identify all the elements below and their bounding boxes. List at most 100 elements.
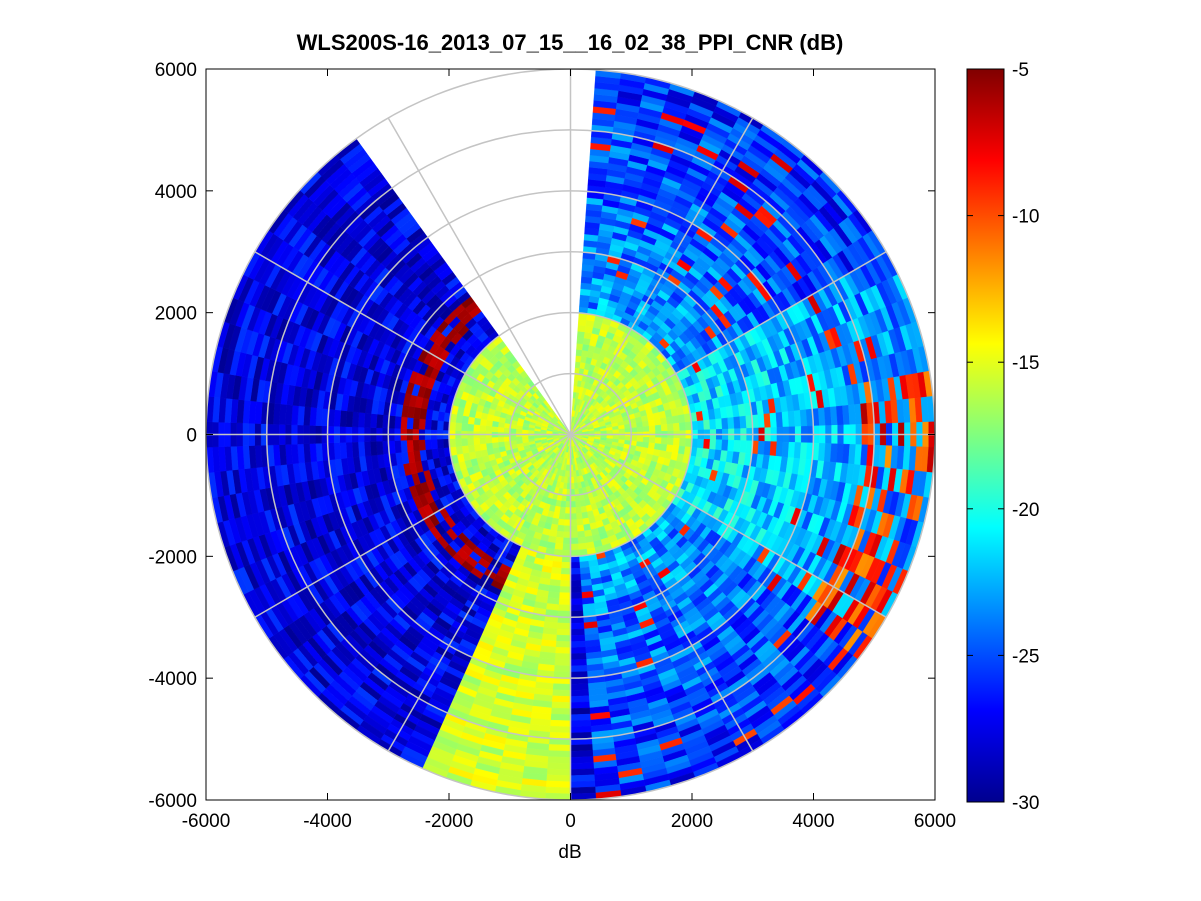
ppi-cell (406, 417, 414, 430)
ppi-cell (473, 437, 481, 445)
ppi-cell (577, 324, 586, 333)
ppi-cell (660, 424, 668, 432)
ppi-cell (424, 418, 432, 430)
ppi-cell (648, 437, 656, 444)
ppi-cell (606, 429, 614, 434)
ppi-cell (576, 518, 584, 526)
ppi-cell (546, 768, 571, 776)
y-tick-label: 0 (186, 426, 197, 447)
ppi-cell (473, 424, 481, 432)
ppi-cell (570, 689, 589, 697)
ppi-cell (412, 439, 420, 452)
ppi-cell (556, 622, 571, 630)
ppi-cell (579, 300, 590, 309)
ppi-cell (570, 622, 585, 630)
ppi-cell (552, 683, 571, 691)
ppi-cell (570, 634, 586, 642)
ppi-cell (570, 598, 583, 606)
ppi-cell (570, 525, 578, 533)
ppi-cell (546, 774, 571, 782)
ppi-cell (570, 640, 586, 648)
y-tick-label: -6000 (148, 791, 197, 812)
ppi-cell (577, 530, 586, 539)
ppi-cell (551, 560, 562, 569)
ppi-cell (570, 592, 583, 600)
ppi-cell (703, 438, 711, 450)
ppi-cell (491, 441, 499, 449)
ppi-cell (548, 744, 571, 752)
ppi-cell (570, 519, 578, 527)
y-tick-label: 6000 (155, 60, 197, 81)
ppi-cell (648, 425, 656, 432)
ppi-cell (769, 441, 778, 457)
ppi-cell (763, 413, 772, 428)
ppi-cell (363, 412, 372, 428)
ppi-cell (461, 422, 469, 432)
ppi-cell (574, 500, 581, 508)
x-tick-label: 4000 (792, 811, 834, 832)
colorbar-tick-label: -30 (1012, 793, 1039, 814)
ppi-cell (485, 425, 493, 432)
ppi-cell (369, 441, 378, 456)
ppi-cell (562, 537, 571, 545)
ppi-cell (545, 786, 571, 795)
y-tick-label: 2000 (155, 304, 197, 325)
ppi-cell (576, 343, 584, 351)
ppi-cell (564, 507, 571, 514)
ppi-cell (665, 416, 674, 425)
colorbar-tick-label: -10 (1012, 207, 1039, 228)
ppi-cell (721, 417, 729, 430)
ppi-cell (565, 501, 571, 508)
ppi-cell (577, 318, 587, 327)
ppi-cell (570, 513, 577, 520)
ppi-cell (570, 792, 597, 800)
ppi-cell (412, 417, 420, 430)
ppi-cell (562, 543, 571, 551)
ppi-cell (570, 580, 582, 587)
ppi-cell (491, 426, 499, 433)
ppi-cell (497, 426, 505, 433)
ppi-cell (473, 417, 481, 426)
ppi-cell (424, 439, 432, 451)
x-tick-label: 2000 (671, 811, 713, 832)
ppi-cell (560, 574, 571, 581)
ppi-cell (660, 417, 668, 426)
ppi-cell (550, 707, 571, 715)
ppi-cell (570, 586, 582, 594)
ppi-cell (636, 426, 644, 433)
ppi-cell (575, 349, 583, 357)
x-axis-label: dB (558, 842, 581, 863)
ppi-cell (467, 444, 476, 453)
colorbar-tick-label: -5 (1012, 60, 1029, 81)
ppi-cell (467, 437, 475, 446)
ppi-cell (570, 683, 589, 691)
ppi-cell (550, 713, 571, 722)
ppi-cell (467, 416, 476, 425)
ppi-cell (709, 439, 717, 451)
colorbar-gradient (966, 68, 1005, 803)
ppi-cell (570, 531, 578, 539)
ppi-cell (715, 418, 723, 430)
ppi-cell (648, 419, 656, 427)
ppi-cell (461, 437, 469, 447)
y-tick-label: -4000 (148, 669, 197, 690)
ppi-cell (570, 567, 581, 575)
ppi-cell (570, 713, 591, 722)
ppi-cell (721, 439, 729, 452)
ppi-cell (570, 561, 581, 569)
ppi-cell (660, 437, 668, 445)
ppi-cell (436, 420, 444, 431)
y-tick-label: 4000 (155, 182, 197, 203)
ppi-cell (479, 443, 487, 451)
ppi-cell (554, 653, 571, 661)
ppi-cell (570, 659, 587, 667)
ppi-cell (570, 707, 591, 715)
x-tick-label: -6000 (182, 811, 231, 832)
ppi-cell (570, 762, 595, 770)
ppi-cell (491, 436, 499, 443)
ppi-cell (600, 430, 608, 434)
ppi-cell (554, 659, 571, 667)
ppi-cell (666, 423, 674, 432)
ppi-cell (666, 437, 674, 446)
ppi-cell (577, 330, 586, 339)
